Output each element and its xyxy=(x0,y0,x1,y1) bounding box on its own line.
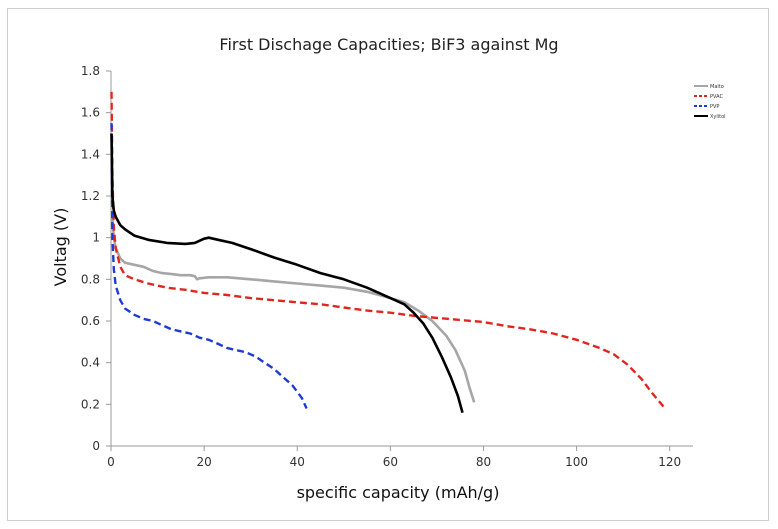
x-tick-label: 100 xyxy=(565,455,588,469)
y-tick-label: 0.6 xyxy=(81,314,100,328)
x-tick-label: 20 xyxy=(196,455,211,469)
series-line-malto xyxy=(111,216,476,403)
y-tick-label: 0 xyxy=(92,439,100,453)
x-tick-label: 40 xyxy=(290,455,305,469)
y-tick-label: 1.8 xyxy=(81,64,100,78)
series-line-pvac xyxy=(110,91,667,410)
x-tick-label: 120 xyxy=(658,455,681,469)
x-axis-title: specific capacity (mAh/g) xyxy=(297,483,500,502)
x-tick-label: 80 xyxy=(476,455,491,469)
x-tick-label: 60 xyxy=(383,455,398,469)
y-axis-title: Voltag (V) xyxy=(51,208,70,287)
chart-title: First Dischage Capacities; BiF3 against … xyxy=(219,35,558,54)
y-tick-label: 0.8 xyxy=(81,272,100,286)
y-tick-label: 1.2 xyxy=(81,189,100,203)
y-tick-label: 0.4 xyxy=(81,356,100,370)
series-layer xyxy=(110,91,667,414)
y-tick-label: 1.6 xyxy=(81,106,100,120)
y-tick-label: 1 xyxy=(92,231,100,245)
y-tick-label: 0.2 xyxy=(81,397,100,411)
series-line-pvp xyxy=(110,123,308,409)
y-tick-label: 1.4 xyxy=(81,147,100,161)
legend-label: Xylitol xyxy=(710,114,726,120)
axes: 0 20 40 60 80 100 120 0 0.2 0.4 0.6 0.8 1 1.2 1.4 1.6 1.… xyxy=(81,64,693,469)
legend-label: Malto xyxy=(710,84,724,90)
legend: Malto PVAC PVP Xylitol xyxy=(694,84,726,120)
series-line-xylitol xyxy=(110,133,464,414)
legend-label: PVAC xyxy=(710,94,723,100)
legend-label: PVP xyxy=(710,104,719,110)
x-tick-label: 0 xyxy=(107,455,115,469)
